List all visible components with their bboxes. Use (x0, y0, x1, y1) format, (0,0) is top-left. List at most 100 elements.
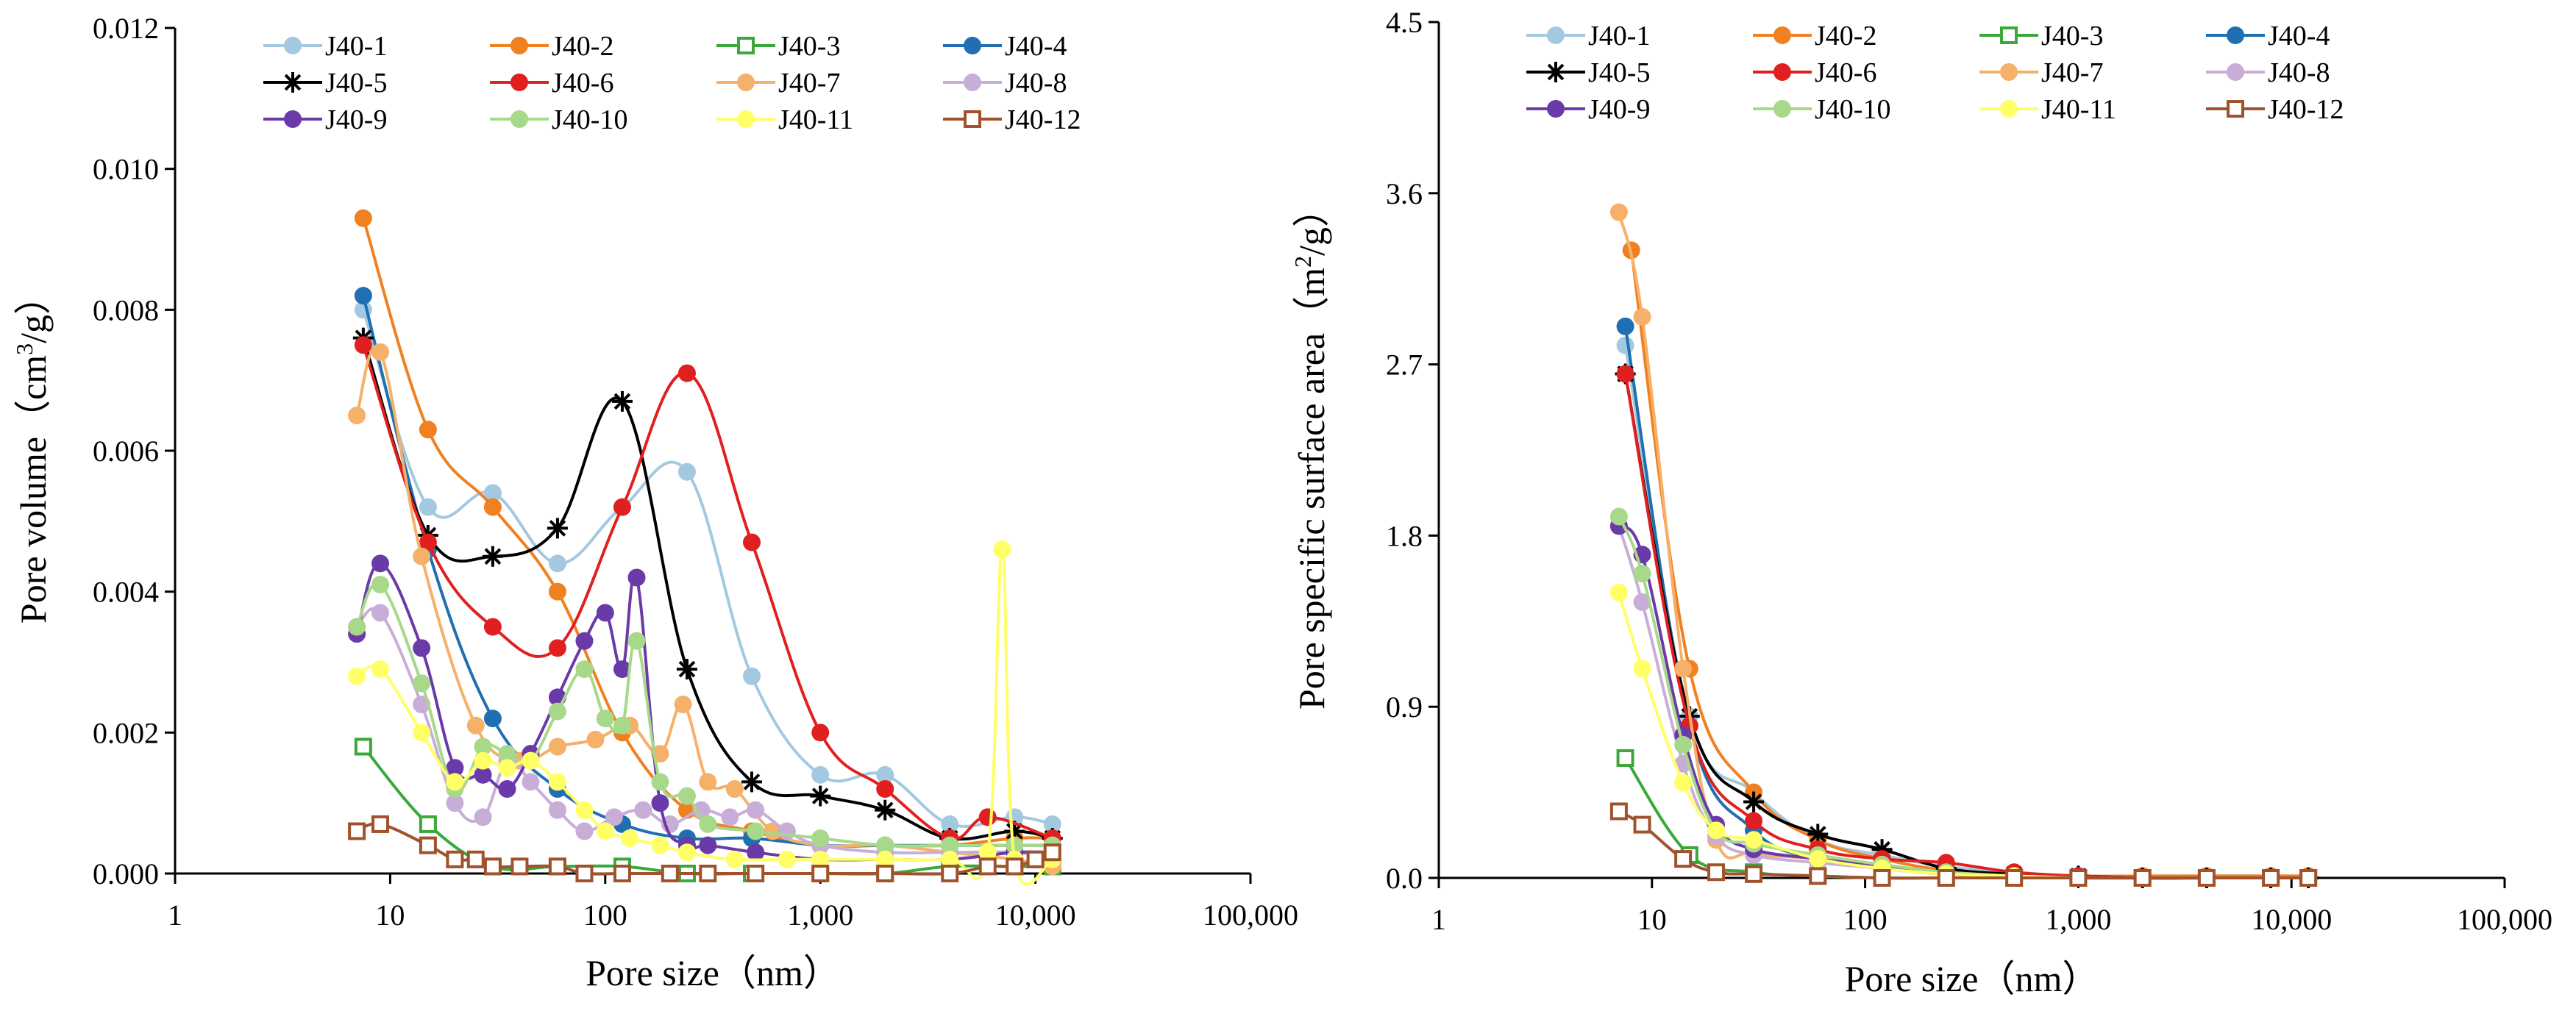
series-line (361, 309, 1053, 828)
data-point (621, 829, 639, 848)
data-point (446, 794, 464, 812)
y-tick-label: 0.002 (93, 716, 159, 749)
data-point (742, 533, 761, 551)
data-point (371, 660, 390, 679)
data-point (548, 801, 566, 819)
data-point (498, 745, 516, 763)
data-point (811, 724, 830, 742)
legend-marker (964, 110, 981, 128)
data-point (2069, 869, 2088, 887)
data-point (522, 751, 540, 770)
data-point (941, 836, 959, 854)
data-point (575, 632, 594, 650)
data-point (474, 765, 492, 784)
legend-marker (1773, 100, 1791, 118)
data-point (1006, 857, 1024, 876)
y-tick-label: 0.0 (1386, 862, 1423, 895)
data-point (548, 857, 566, 876)
data-point (677, 843, 696, 862)
x-tick-label: 100,000 (1203, 899, 1298, 932)
data-point (483, 618, 502, 636)
data-point (474, 751, 492, 770)
legend-item: J40-7 (716, 68, 840, 99)
data-point (371, 604, 390, 622)
legend-item: J40-8 (943, 68, 1067, 99)
y-axis-title-main: Pore volume（cm (13, 355, 54, 624)
series-line (1623, 374, 2309, 880)
series-J40-7 (1609, 203, 2318, 887)
x-tick-label: 1,000 (2045, 903, 2111, 936)
data-point (1043, 843, 1061, 862)
data-point (575, 660, 594, 679)
y-tick-label: 2.7 (1386, 349, 1423, 382)
data-point (498, 759, 516, 777)
legend: J40-1 J40-2 J40-3 J40-4 J40-5 J40-6 J40-7 J40-8… (263, 31, 1081, 135)
legend-item: J40-12 (2206, 94, 2344, 125)
data-point (741, 771, 762, 793)
data-point (596, 822, 614, 840)
data-point (548, 554, 566, 573)
data-point (2005, 869, 2024, 887)
legend-label: J40-7 (778, 68, 840, 99)
legend-marker (284, 110, 302, 128)
series-J40-2 (1622, 241, 2318, 885)
data-point (978, 843, 997, 862)
legend-label: J40-5 (325, 68, 387, 99)
data-point (1745, 812, 1763, 830)
legend-label: J40-3 (2041, 21, 2103, 51)
data-point (810, 785, 831, 807)
legend-label: J40-9 (1588, 94, 1650, 125)
data-point (483, 710, 502, 728)
legend-item: J40-2 (490, 31, 613, 62)
series-J40-4 (1616, 317, 2318, 887)
legend-item: J40-1 (263, 31, 387, 62)
y-tick-label: 0.9 (1386, 690, 1423, 724)
data-point (371, 343, 390, 361)
legend-item: J40-9 (1526, 94, 1650, 125)
data-point (742, 667, 761, 685)
legend-label: J40-2 (1815, 21, 1876, 51)
legend-marker (282, 72, 303, 93)
data-point (348, 618, 366, 636)
data-point (1745, 865, 1763, 883)
legend-marker (1547, 100, 1565, 118)
legend-item: J40-3 (1979, 21, 2103, 51)
y-tick-label: 0.004 (93, 576, 159, 609)
series-J40-12 (1609, 802, 2318, 887)
legend-item: J40-3 (716, 31, 840, 62)
x-tick-label: 10 (1637, 903, 1667, 936)
data-point (1745, 831, 1763, 849)
data-point (510, 857, 529, 876)
data-point (1707, 821, 1726, 840)
x-tick-label: 10 (375, 899, 405, 932)
series-line (361, 344, 1053, 840)
data-point (413, 724, 431, 742)
data-point (876, 765, 894, 784)
data-point (2197, 869, 2216, 887)
data-point (1633, 593, 1651, 611)
series-J40-11 (348, 540, 1061, 886)
series-line (1618, 810, 2309, 880)
data-point (1609, 802, 1628, 821)
pore-volume-chart: 1 10 100 1,000 10,000 100,000 0.000 0.002 0.004 0… (11, 12, 1298, 993)
data-point (941, 865, 959, 882)
data-point (778, 822, 796, 840)
legend-label: J40-4 (1005, 31, 1067, 62)
data-point (699, 773, 717, 791)
series-J40-10 (348, 576, 1061, 854)
series-J40-6 (1616, 365, 2318, 887)
data-point (1809, 850, 1827, 868)
y-axis-title-tail: /g） (13, 278, 54, 343)
legend-label: J40-10 (552, 104, 627, 135)
legend-label: J40-12 (1005, 104, 1081, 135)
data-point (627, 632, 646, 650)
data-point (446, 759, 464, 777)
data-point (2262, 869, 2280, 887)
data-point (2133, 869, 2152, 887)
data-point (1609, 203, 1628, 221)
data-point (778, 850, 796, 868)
data-point (677, 787, 696, 805)
legend-marker (510, 110, 528, 128)
data-point (474, 737, 492, 756)
